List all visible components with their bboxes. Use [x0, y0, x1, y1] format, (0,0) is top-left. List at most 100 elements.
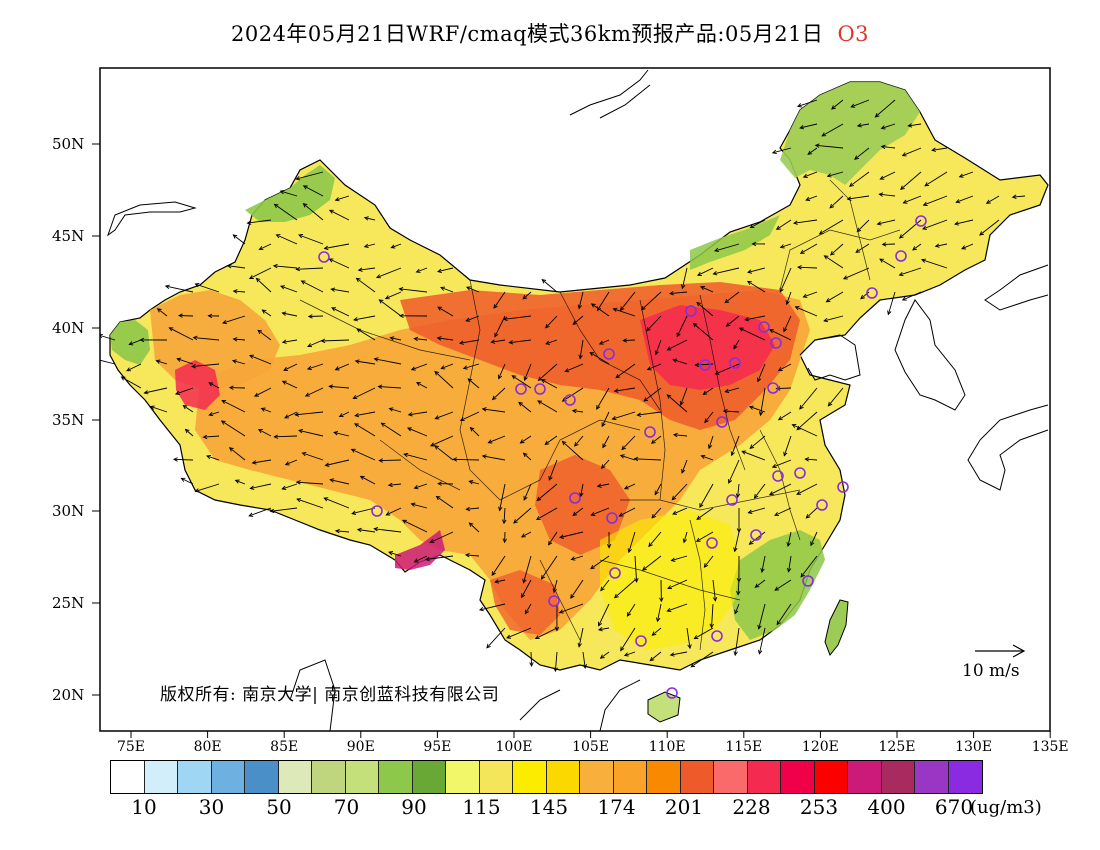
wind-arrow	[530, 651, 533, 667]
wind-arrow	[295, 411, 324, 416]
wind-arrow-head	[878, 192, 884, 197]
wind-arrow-head	[876, 221, 882, 226]
wind-arrow	[793, 219, 818, 224]
wind-arrow-head	[168, 327, 174, 332]
wind-arrow	[572, 507, 584, 516]
station-marker	[816, 499, 828, 511]
wind-arrow-head	[257, 329, 263, 335]
colorbar-swatch	[211, 761, 245, 793]
wind-arrow	[830, 243, 844, 256]
wind-arrow	[899, 219, 922, 239]
wind-arrow	[571, 555, 584, 560]
latitude-label: 50N	[52, 135, 85, 153]
wind-arrow-head	[415, 268, 421, 273]
wind-arrow	[513, 507, 532, 524]
wind-arrow	[899, 267, 922, 276]
station-marker	[837, 481, 849, 493]
wind-arrow-head	[467, 378, 473, 383]
wind-arrow-head	[814, 143, 820, 148]
wind-arrow	[624, 651, 636, 657]
wind-arrow	[195, 283, 220, 293]
wind-arrow-head	[353, 317, 359, 322]
wind-arrow-head	[493, 304, 498, 309]
wind-arrow-head	[818, 230, 824, 235]
colorbar-swatch	[814, 761, 848, 793]
wind-arrow	[667, 339, 688, 351]
wind-arrow	[258, 429, 272, 437]
wind-arrow-head	[618, 512, 624, 517]
wind-arrow-head	[182, 404, 188, 410]
wind-arrow	[683, 531, 688, 543]
wind-arrow-head	[232, 289, 238, 294]
wind-arrow-head	[469, 426, 475, 432]
wind-arrow	[598, 627, 610, 631]
wind-arrow-head	[272, 263, 278, 269]
wind-arrow	[912, 243, 922, 251]
wind-arrow	[259, 243, 272, 250]
wind-arrow-head	[757, 649, 763, 655]
wind-arrow-head	[696, 301, 702, 307]
wind-arrow-head	[578, 354, 583, 360]
wind-arrow	[805, 507, 818, 519]
wind-arrow	[376, 267, 402, 278]
wind-arrow-head	[323, 245, 329, 251]
colorbar-label: 228	[732, 795, 771, 819]
wind-arrow	[261, 408, 272, 413]
wind-arrow	[642, 555, 662, 571]
wind-arrow	[589, 352, 610, 365]
wind-arrow-head	[679, 400, 684, 406]
wind-arrow-head	[178, 313, 183, 318]
longitude-label: 80E	[193, 739, 222, 755]
wind-arrow	[774, 507, 792, 516]
wind-arrow	[522, 291, 532, 300]
wind-arrow	[469, 480, 480, 485]
wind-arrow	[536, 507, 558, 520]
wind-arrow-head	[700, 454, 706, 460]
wind-arrow-head	[295, 266, 301, 272]
wind-arrow	[233, 234, 246, 245]
wind-arrow	[881, 146, 896, 149]
wind-arrow-head	[502, 538, 507, 544]
wind-arrow	[672, 359, 688, 365]
wind-arrow-head	[540, 574, 546, 580]
wind-arrow-head	[681, 468, 686, 474]
wind-arrow-head	[907, 123, 913, 128]
wind-arrow	[879, 258, 896, 269]
wind-arrow	[923, 195, 948, 206]
wind-arrow	[325, 459, 350, 466]
wind-arrow-head	[676, 332, 681, 338]
wind-arrow	[482, 408, 506, 413]
wind-arrow-head	[487, 439, 493, 444]
wind-arrow	[647, 363, 662, 370]
wind-arrow	[671, 555, 688, 562]
wind-arrow-head	[298, 428, 304, 434]
station-marker	[699, 359, 711, 371]
wind-arrow	[493, 291, 506, 309]
wind-arrow	[614, 579, 636, 599]
wind-arrow-head	[898, 234, 904, 239]
station-marker	[794, 467, 806, 479]
wind-arrow-head	[521, 593, 526, 599]
wind-arrow-head	[747, 269, 753, 274]
wind-arrow-head	[494, 332, 499, 338]
wind-arrow	[986, 195, 1000, 204]
wind-arrow	[250, 483, 272, 489]
wind-arrow	[601, 411, 610, 427]
green-west-tip	[110, 320, 150, 365]
wind-arrow-head	[848, 182, 854, 187]
wind-arrow-head	[640, 305, 646, 311]
wind-arrow-head	[301, 451, 307, 457]
wind-arrow-head	[501, 519, 507, 525]
wind-arrow-head	[194, 282, 200, 288]
wind-arrow	[249, 267, 272, 279]
wind-arrow	[321, 339, 350, 342]
station-marker	[770, 337, 782, 349]
wind-arrow-head	[437, 268, 443, 274]
wind-arrow	[731, 435, 740, 456]
wind-arrow-head	[825, 298, 831, 303]
wind-arrow-head	[746, 280, 752, 286]
wind-arrow-head	[881, 242, 887, 247]
wind-arrow	[233, 338, 246, 341]
wind-arrow-head	[283, 366, 289, 371]
wind-arrow	[435, 411, 454, 420]
